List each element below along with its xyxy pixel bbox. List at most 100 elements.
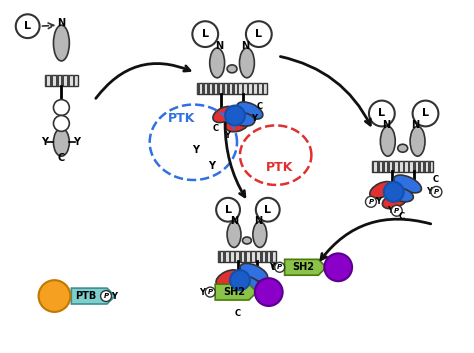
Bar [207, 83, 210, 94]
Circle shape [100, 291, 111, 301]
Circle shape [384, 182, 404, 202]
Bar [197, 83, 267, 94]
Text: SH2: SH2 [292, 262, 314, 272]
Circle shape [54, 100, 69, 115]
Bar [428, 161, 431, 172]
Bar [244, 251, 247, 262]
Ellipse shape [394, 175, 421, 193]
Ellipse shape [240, 263, 268, 281]
Text: N: N [411, 120, 419, 130]
Text: N: N [382, 120, 390, 130]
Circle shape [412, 101, 438, 126]
Text: L: L [24, 21, 31, 31]
Text: N: N [230, 216, 238, 226]
Text: Y: Y [192, 145, 199, 155]
Bar [45, 75, 47, 86]
Circle shape [391, 205, 402, 216]
Bar [392, 161, 395, 172]
Polygon shape [284, 259, 326, 275]
Bar [255, 251, 257, 262]
Circle shape [246, 21, 272, 47]
Ellipse shape [370, 181, 394, 198]
Bar [418, 161, 420, 172]
Circle shape [16, 14, 39, 38]
Bar [382, 161, 385, 172]
Ellipse shape [410, 126, 425, 156]
Circle shape [369, 101, 395, 126]
Text: L: L [225, 205, 232, 215]
Text: PTB: PTB [75, 291, 97, 301]
Text: Y: Y [111, 292, 117, 300]
Bar [372, 161, 433, 172]
Ellipse shape [228, 281, 253, 297]
Text: P: P [368, 199, 374, 205]
Bar [237, 83, 239, 94]
Bar [242, 83, 245, 94]
Bar [408, 161, 410, 172]
Ellipse shape [233, 113, 255, 126]
Text: L: L [264, 205, 271, 215]
Circle shape [256, 198, 280, 222]
Circle shape [54, 115, 69, 131]
Bar [423, 161, 426, 172]
Text: Y: Y [251, 114, 257, 123]
Bar [50, 75, 53, 86]
Circle shape [431, 186, 442, 197]
Bar [56, 75, 59, 86]
Ellipse shape [243, 237, 251, 244]
Circle shape [216, 198, 240, 222]
Text: L: L [202, 29, 209, 39]
Text: P: P [277, 264, 282, 270]
Circle shape [324, 253, 352, 281]
Text: N: N [57, 18, 65, 28]
Bar [377, 161, 380, 172]
Text: Y: Y [387, 206, 393, 215]
Bar [265, 251, 268, 262]
Ellipse shape [225, 117, 249, 132]
Bar [260, 251, 263, 262]
Bar [232, 83, 235, 94]
Text: Y: Y [375, 197, 381, 206]
Ellipse shape [227, 65, 237, 73]
Bar [218, 251, 221, 262]
Text: C: C [235, 310, 241, 318]
Bar [62, 75, 64, 86]
Text: L: L [378, 108, 385, 119]
Ellipse shape [216, 270, 240, 287]
Bar [413, 161, 416, 172]
Bar [247, 83, 249, 94]
Text: L: L [422, 108, 429, 119]
Circle shape [225, 106, 245, 125]
Text: Y: Y [199, 288, 205, 297]
Bar [67, 75, 70, 86]
Circle shape [365, 196, 376, 207]
Bar [73, 75, 75, 86]
Bar [222, 83, 225, 94]
Ellipse shape [380, 126, 395, 156]
Text: Y: Y [224, 131, 230, 140]
Text: P: P [103, 293, 109, 299]
Bar [257, 83, 259, 94]
Bar [217, 83, 219, 94]
Ellipse shape [213, 107, 235, 122]
Bar [249, 251, 252, 262]
Ellipse shape [239, 48, 255, 78]
Bar [212, 83, 215, 94]
Bar [202, 83, 205, 94]
Text: P: P [434, 189, 439, 195]
Text: Y: Y [41, 137, 48, 147]
Text: N: N [215, 41, 223, 51]
Text: P: P [208, 289, 213, 295]
Bar [197, 83, 200, 94]
Ellipse shape [390, 188, 413, 202]
Circle shape [38, 280, 70, 312]
Text: Y: Y [269, 263, 275, 272]
Bar [223, 251, 226, 262]
Circle shape [255, 278, 283, 306]
Text: SH2: SH2 [223, 287, 245, 297]
Text: C: C [399, 212, 405, 221]
Text: C: C [58, 153, 65, 163]
Text: N: N [254, 216, 262, 226]
Polygon shape [215, 284, 257, 300]
Text: C: C [271, 263, 277, 272]
